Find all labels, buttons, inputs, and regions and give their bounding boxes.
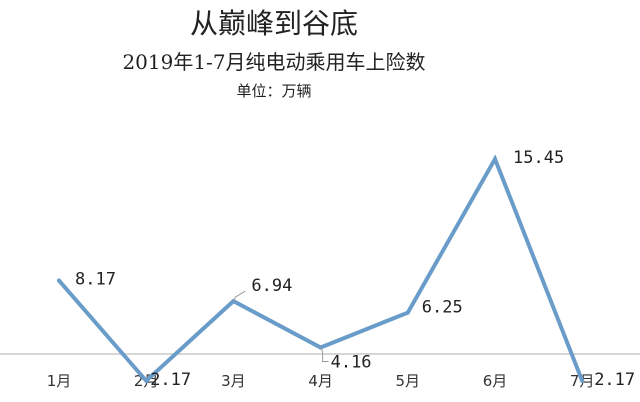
x-tick-label: 5月 — [396, 372, 421, 390]
x-tick-label: 4月 — [308, 372, 333, 390]
data-label: 6.25 — [422, 298, 463, 318]
x-tick-label: 1月 — [47, 372, 72, 390]
data-point — [580, 378, 585, 383]
label-leader-line — [320, 347, 329, 363]
label-leader-line — [232, 290, 246, 302]
data-label: 2.17 — [150, 370, 191, 390]
x-tick-label: 3月 — [221, 372, 246, 390]
data-point — [57, 278, 61, 283]
data-point — [493, 156, 497, 161]
series-line-group — [57, 154, 585, 384]
data-label: 4.16 — [331, 353, 372, 373]
data-label: 2.17 — [594, 370, 635, 390]
chart-subtitle: 2019年1-7月纯电动乘用车上险数 — [122, 50, 425, 74]
chart-title: 从巅峰到谷底 — [190, 7, 358, 40]
data-point — [144, 378, 149, 383]
data-label: 8.17 — [75, 270, 116, 290]
data-point — [405, 310, 410, 315]
label-leaders — [232, 290, 329, 363]
data-labels: 8.17 2.17 6.94 4.16 6.25 15.45 2.17 — [75, 148, 635, 390]
x-tick-label: 6月 — [483, 372, 508, 390]
x-tick-labels: 1月 2月 3月 4月 5月 6月 7月 — [47, 372, 595, 390]
unit-label: 单位：万辆 — [236, 82, 311, 100]
data-label: 6.94 — [251, 276, 292, 296]
data-label: 15.45 — [513, 148, 564, 168]
